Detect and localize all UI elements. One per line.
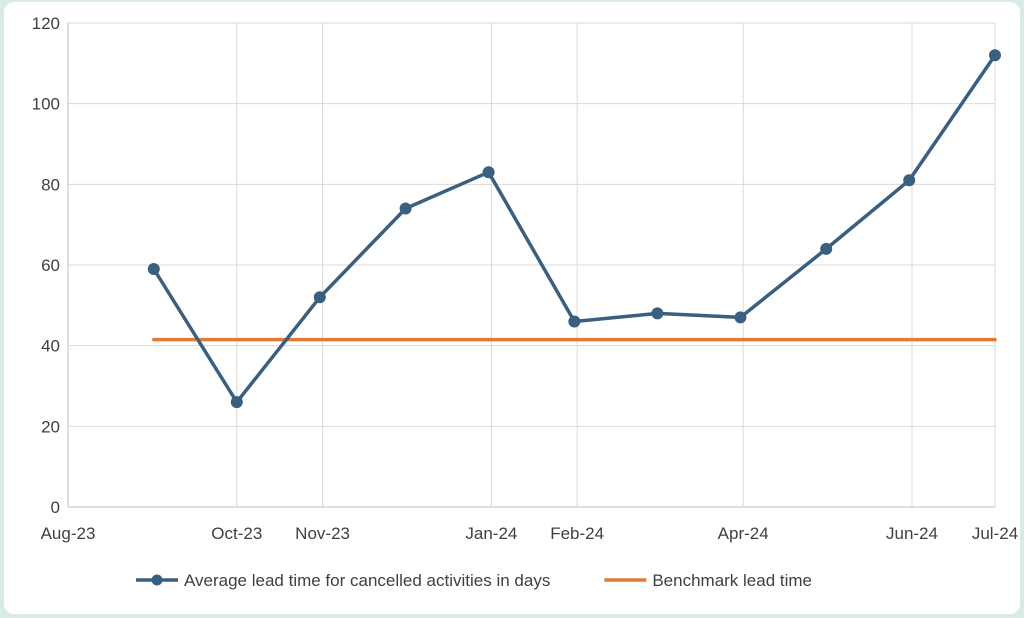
x-tick-label: Apr-24 [718, 524, 769, 543]
y-tick-label: 20 [41, 417, 60, 436]
data-point [989, 49, 1001, 62]
data-point [230, 396, 243, 409]
legend-label: Average lead time for cancelled activiti… [184, 571, 550, 590]
legend-marker [151, 574, 163, 586]
data-point [313, 291, 326, 304]
x-tick-label: Aug-23 [41, 524, 96, 543]
gridlines [67, 22, 996, 508]
x-tick-label: Feb-24 [550, 524, 604, 543]
data-point [399, 202, 412, 215]
data-point [482, 166, 495, 179]
y-tick-label: 100 [32, 95, 60, 114]
y-tick-label: 120 [32, 14, 60, 33]
x-tick-label: Jan-24 [465, 524, 517, 543]
data-point [568, 315, 581, 328]
y-tick-label: 40 [41, 337, 60, 356]
x-tick-label: Jun-24 [886, 524, 938, 543]
data-point [820, 242, 833, 255]
series-layer [147, 49, 1001, 409]
x-tick-label: Jul-24 [972, 524, 1018, 543]
x-tick-label: Oct-23 [211, 524, 262, 543]
y-tick-label: 60 [41, 256, 60, 275]
x-tick-label: Nov-23 [295, 524, 350, 543]
data-point [734, 311, 747, 324]
data-point [651, 307, 664, 320]
axes: 0 20 40 60 80 100 120 Aug-23 Oct-23 Nov-23 Jan-24 F… [32, 14, 1019, 543]
y-tick-label: 0 [51, 498, 60, 517]
data-point [147, 263, 160, 276]
data-point [903, 174, 916, 187]
y-tick-label: 80 [41, 175, 60, 194]
legend-label: Benchmark lead time [652, 571, 812, 590]
series-line-average-lead-time [152, 53, 997, 404]
legend: Average lead time for cancelled activiti… [136, 571, 812, 590]
